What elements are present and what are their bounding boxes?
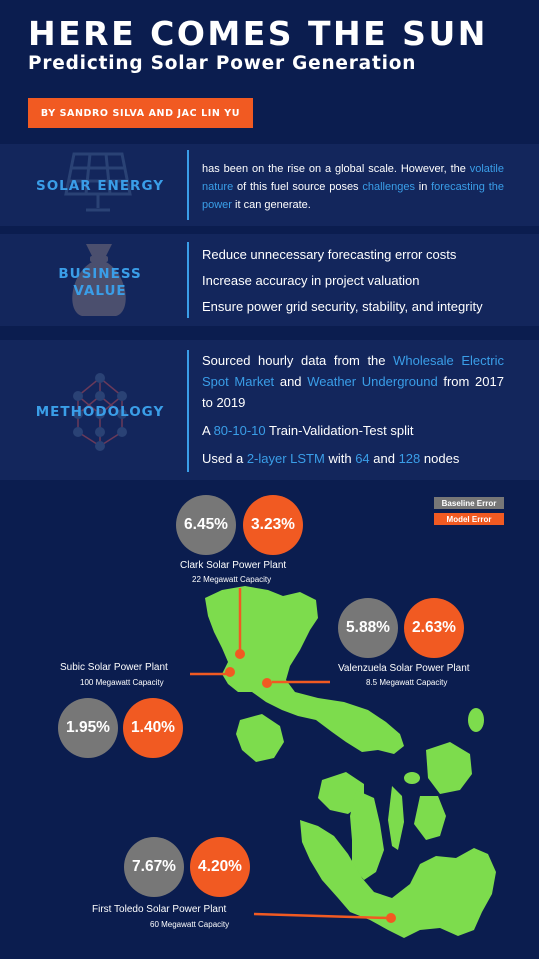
section-title-business: BUSINESS VALUE [58, 266, 142, 299]
valenzuela-plant-name: Valenzuela Solar Power Plant [338, 663, 470, 674]
divider-bar [187, 242, 189, 318]
money-bag-icon [72, 244, 126, 316]
subic-model-error: 1.40% [123, 698, 183, 758]
methodology-section: METHODOLOGY Sourced hourly data from the… [0, 340, 539, 480]
subic-location-marker [225, 667, 235, 677]
toledo-model-error: 4.20% [190, 837, 250, 897]
valenzuela-plant-capacity: 8.5 Megawatt Capacity [366, 678, 448, 687]
toledo-plant-name: First Toledo Solar Power Plant [92, 904, 227, 915]
toledo-location-marker [386, 913, 396, 923]
panay-island [318, 772, 364, 814]
neural-network-icon [73, 373, 127, 451]
toledo-plant-capacity: 60 Megawatt Capacity [150, 920, 230, 929]
valenzuela-model-error: 2.63% [404, 598, 464, 658]
negros-island [350, 790, 384, 880]
header: HERE COMES THE SUN Predicting Solar Powe… [0, 0, 539, 140]
clark-plant-name: Clark Solar Power Plant [180, 560, 287, 571]
business-bullet: Ensure power grid security, stability, a… [202, 299, 483, 314]
author-byline: BY SANDRO SILVA AND JAC LIN YU [28, 98, 253, 128]
solar-panel-icon [64, 152, 132, 212]
solar-energy-section: SOLAR ENERGY has been on the rise on a g… [0, 144, 539, 226]
section-title-solar: SOLAR ENERGY [35, 178, 165, 194]
clark-model-error: 3.23% [243, 495, 303, 555]
clark-location-marker [235, 649, 245, 659]
legend-model: Model Error [434, 513, 504, 525]
subic-plant-name: Subic Solar Power Plant [60, 662, 168, 673]
solar-description: has been on the rise on a global scale. … [202, 163, 505, 211]
legend-baseline: Baseline Error [434, 497, 504, 509]
leyte-island [414, 796, 446, 840]
divider-bar [187, 350, 189, 472]
samar-island [426, 742, 472, 794]
business-bullet: Reduce unnecessary forecasting error cos… [202, 247, 457, 262]
philippines-map [190, 586, 496, 938]
valenzuela-location-marker [262, 678, 272, 688]
mindanao-island [300, 820, 496, 938]
valenzuela-baseline-error: 5.88% [338, 598, 398, 658]
page-title: HERE COMES THE SUN [28, 14, 488, 53]
cebu-island [388, 786, 404, 850]
toledo-pointer-line [253, 912, 389, 920]
subic-baseline-error: 1.95% [58, 698, 118, 758]
business-bullet: Increase accuracy in project valuation [202, 273, 420, 288]
subic-plant-capacity: 100 Megawatt Capacity [80, 678, 164, 687]
methodology-model: Used a 2-layer LSTM with 64 and 128 node… [202, 451, 460, 466]
mindoro-island [236, 714, 284, 762]
methodology-data-source: Sourced hourly data from the Wholesale E… [202, 353, 504, 410]
methodology-split: A 80-10-10 Train-Validation-Test split [202, 423, 414, 438]
clark-plant-capacity: 22 Megawatt Capacity [192, 575, 272, 584]
section-title-methodology: METHODOLOGY [35, 404, 165, 420]
luzon-island [205, 586, 404, 754]
page-subtitle: Predicting Solar Power Generation [28, 53, 417, 74]
clark-baseline-error: 6.45% [176, 495, 236, 555]
divider-bar [187, 150, 189, 220]
business-value-section: BUSINESS VALUE Reduce unnecessary foreca… [0, 234, 539, 326]
toledo-baseline-error: 7.67% [124, 837, 184, 897]
